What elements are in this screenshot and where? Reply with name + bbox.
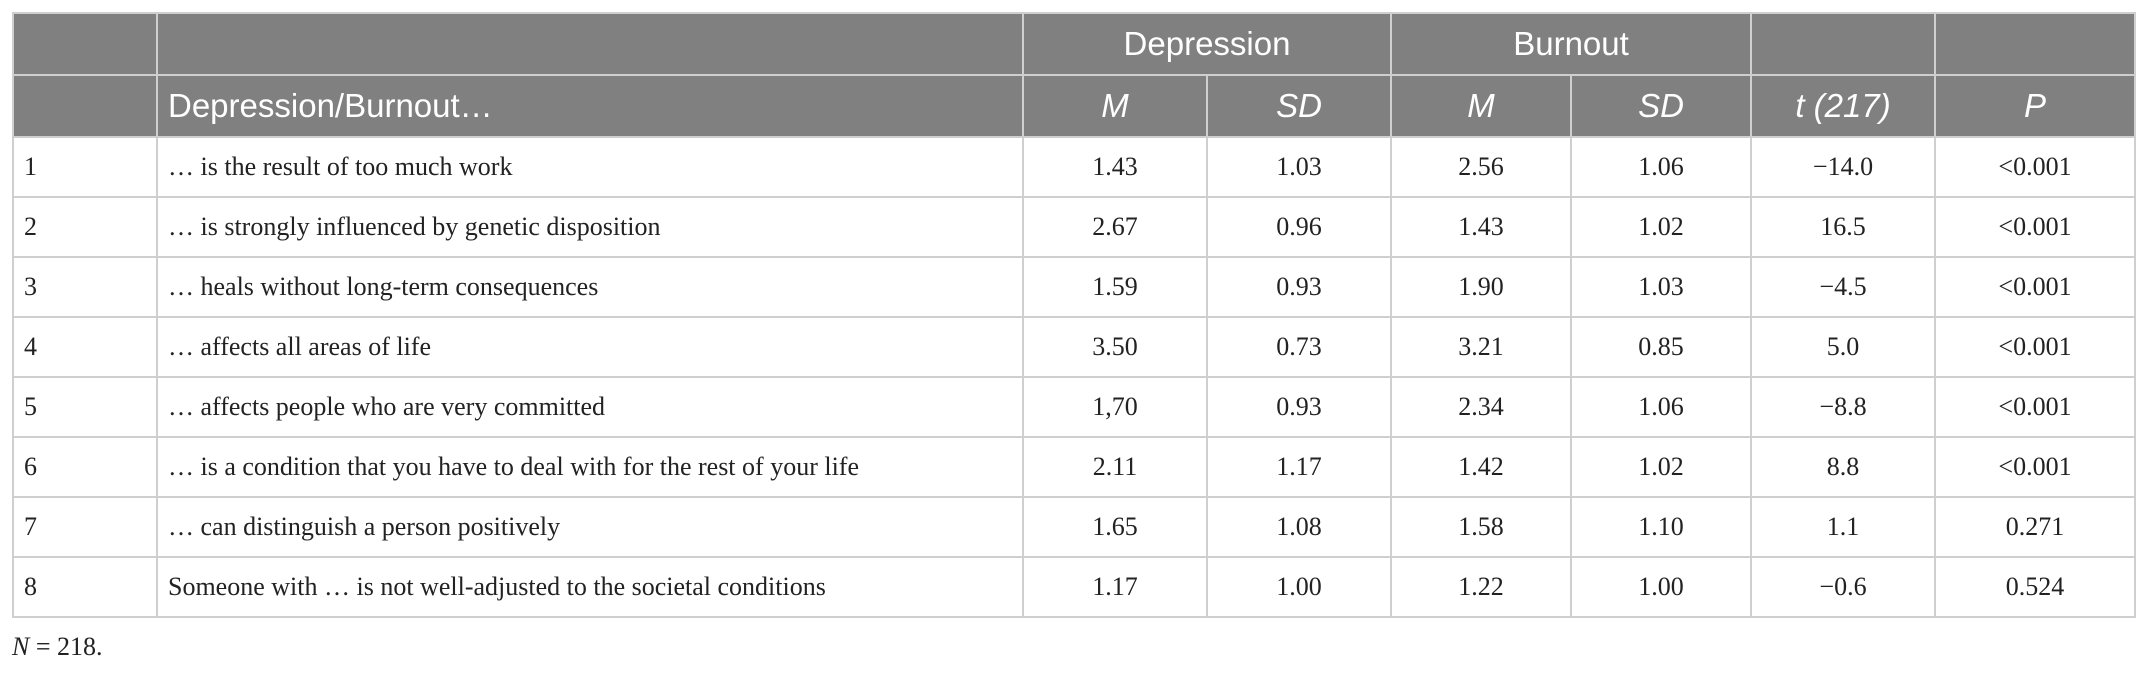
depression-mean-cell: 1,70 bbox=[1022, 376, 1208, 438]
depression-mean-cell: 1.65 bbox=[1022, 496, 1208, 558]
header-burnout-sd: SD bbox=[1570, 74, 1753, 138]
row-number: 3 bbox=[12, 256, 158, 318]
burnout-mean-cell: 3.21 bbox=[1390, 316, 1573, 378]
table-row: 7 … can distinguish a person positively … bbox=[12, 496, 2137, 558]
row-number: 5 bbox=[12, 376, 158, 438]
table-row: 8 Someone with … is not well-adjusted to… bbox=[12, 556, 2137, 618]
header-group-depression: Depression bbox=[1021, 12, 1393, 76]
t-statistic-cell: 8.8 bbox=[1750, 436, 1937, 498]
row-number: 1 bbox=[12, 136, 158, 198]
row-item-text: … can distinguish a person positively bbox=[156, 496, 1024, 558]
t-statistic-cell: −4.5 bbox=[1750, 256, 1937, 318]
header-t-statistic: t (217) bbox=[1750, 74, 1937, 138]
burnout-mean-cell: 2.34 bbox=[1390, 376, 1573, 438]
header-group-burnout: Burnout bbox=[1390, 12, 1753, 76]
depression-mean-cell: 1.17 bbox=[1022, 556, 1208, 618]
depression-mean-cell: 3.50 bbox=[1022, 316, 1208, 378]
depression-sd-cell: 0.96 bbox=[1205, 196, 1393, 258]
row-item-text: … affects people who are very committed bbox=[156, 376, 1024, 438]
t-statistic-cell: −8.8 bbox=[1750, 376, 1937, 438]
row-number: 4 bbox=[12, 316, 158, 378]
p-value-cell: <0.001 bbox=[1934, 436, 2137, 498]
header-row-columns: Depression/Burnout… M SD M SD t (217) P bbox=[12, 74, 2137, 138]
table-row: 4 … affects all areas of life 3.50 0.73 … bbox=[12, 316, 2137, 378]
burnout-sd-cell: 1.06 bbox=[1570, 376, 1753, 438]
table-row: 1 … is the result of too much work 1.43 … bbox=[12, 136, 2137, 198]
burnout-sd-cell: 1.00 bbox=[1570, 556, 1753, 618]
footnote-n-value: = 218. bbox=[29, 632, 103, 661]
p-value-cell: <0.001 bbox=[1934, 256, 2137, 318]
depression-sd-cell: 1.00 bbox=[1205, 556, 1393, 618]
burnout-sd-cell: 1.06 bbox=[1570, 136, 1753, 198]
depression-sd-cell: 0.93 bbox=[1205, 256, 1393, 318]
row-item-text: … is the result of too much work bbox=[156, 136, 1024, 198]
header-empty-cell bbox=[156, 12, 1024, 76]
row-item-text: … is strongly influenced by genetic disp… bbox=[156, 196, 1024, 258]
depression-mean-cell: 1.43 bbox=[1022, 136, 1208, 198]
p-value-cell: <0.001 bbox=[1934, 316, 2137, 378]
t-statistic-cell: −0.6 bbox=[1750, 556, 1937, 618]
row-item-text: … affects all areas of life bbox=[156, 316, 1024, 378]
table-row: 2 … is strongly influenced by genetic di… bbox=[12, 196, 2137, 258]
header-burnout-mean: M bbox=[1390, 74, 1573, 138]
row-item-text: … heals without long-term consequences bbox=[156, 256, 1024, 318]
t-statistic-cell: 5.0 bbox=[1750, 316, 1937, 378]
burnout-sd-cell: 1.02 bbox=[1570, 196, 1753, 258]
header-depression-sd: SD bbox=[1205, 74, 1393, 138]
table-row: 5 … affects people who are very committe… bbox=[12, 376, 2137, 438]
depression-sd-cell: 1.08 bbox=[1205, 496, 1393, 558]
row-number: 7 bbox=[12, 496, 158, 558]
depression-mean-cell: 1.59 bbox=[1022, 256, 1208, 318]
table-row: 6 … is a condition that you have to deal… bbox=[12, 436, 2137, 498]
burnout-mean-cell: 1.43 bbox=[1390, 196, 1573, 258]
table-row: 3 … heals without long-term consequences… bbox=[12, 256, 2137, 318]
row-item-text: … is a condition that you have to deal w… bbox=[156, 436, 1024, 498]
header-p-value: P bbox=[1934, 74, 2137, 138]
header-item-label: Depression/Burnout… bbox=[156, 74, 1024, 138]
depression-sd-cell: 1.03 bbox=[1205, 136, 1393, 198]
t-statistic-cell: −14.0 bbox=[1750, 136, 1937, 198]
header-empty-cell bbox=[12, 12, 158, 76]
t-statistic-cell: 1.1 bbox=[1750, 496, 1937, 558]
row-item-text: Someone with … is not well-adjusted to t… bbox=[156, 556, 1024, 618]
table-footnote: N = 218. bbox=[12, 632, 2136, 662]
p-value-cell: 0.524 bbox=[1934, 556, 2137, 618]
header-empty-cell bbox=[1750, 12, 1937, 76]
p-value-cell: <0.001 bbox=[1934, 136, 2137, 198]
t-statistic-cell: 16.5 bbox=[1750, 196, 1937, 258]
burnout-mean-cell: 1.42 bbox=[1390, 436, 1573, 498]
header-depression-mean: M bbox=[1022, 74, 1208, 138]
depression-sd-cell: 0.73 bbox=[1205, 316, 1393, 378]
burnout-mean-cell: 1.58 bbox=[1390, 496, 1573, 558]
burnout-sd-cell: 1.02 bbox=[1570, 436, 1753, 498]
p-value-cell: 0.271 bbox=[1934, 496, 2137, 558]
depression-sd-cell: 0.93 bbox=[1205, 376, 1393, 438]
burnout-mean-cell: 1.22 bbox=[1390, 556, 1573, 618]
header-row-groups: Depression Burnout bbox=[12, 12, 2137, 76]
header-empty-cell bbox=[1934, 12, 2137, 76]
row-number: 2 bbox=[12, 196, 158, 258]
table-container: Depression Burnout Depression/Burnout… M… bbox=[12, 12, 2137, 662]
p-value-cell: <0.001 bbox=[1934, 376, 2137, 438]
burnout-sd-cell: 1.10 bbox=[1570, 496, 1753, 558]
results-table: Depression Burnout Depression/Burnout… M… bbox=[12, 12, 2137, 618]
header-empty-cell bbox=[12, 74, 158, 138]
depression-mean-cell: 2.11 bbox=[1022, 436, 1208, 498]
burnout-sd-cell: 0.85 bbox=[1570, 316, 1753, 378]
depression-mean-cell: 2.67 bbox=[1022, 196, 1208, 258]
depression-sd-cell: 1.17 bbox=[1205, 436, 1393, 498]
row-number: 8 bbox=[12, 556, 158, 618]
footnote-n-symbol: N bbox=[12, 632, 30, 661]
p-value-cell: <0.001 bbox=[1934, 196, 2137, 258]
burnout-sd-cell: 1.03 bbox=[1570, 256, 1753, 318]
burnout-mean-cell: 2.56 bbox=[1390, 136, 1573, 198]
row-number: 6 bbox=[12, 436, 158, 498]
burnout-mean-cell: 1.90 bbox=[1390, 256, 1573, 318]
